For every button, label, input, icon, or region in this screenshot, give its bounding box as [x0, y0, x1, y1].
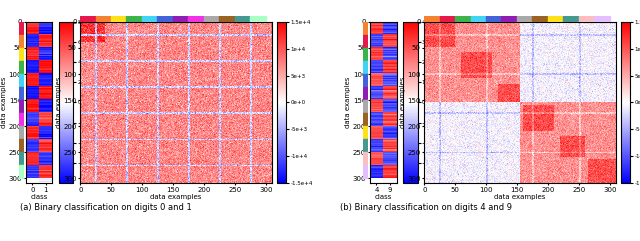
- Bar: [111, 16, 127, 22]
- Bar: [19, 100, 24, 113]
- Bar: [19, 152, 24, 165]
- Y-axis label: data examples: data examples: [56, 77, 61, 128]
- Text: (b) Binary classification on digits 4 and 9: (b) Binary classification on digits 4 an…: [340, 203, 511, 212]
- Bar: [19, 126, 24, 139]
- Bar: [364, 22, 369, 35]
- Bar: [19, 48, 24, 61]
- X-axis label: class: class: [30, 194, 48, 200]
- Bar: [424, 16, 440, 22]
- Bar: [563, 16, 579, 22]
- X-axis label: class: class: [374, 194, 392, 200]
- Bar: [364, 165, 369, 178]
- Bar: [235, 16, 250, 22]
- Y-axis label: data examples: data examples: [346, 77, 351, 128]
- Bar: [579, 16, 594, 22]
- Bar: [470, 16, 486, 22]
- X-axis label: data examples: data examples: [150, 194, 202, 200]
- Bar: [440, 16, 455, 22]
- Bar: [364, 126, 369, 139]
- Bar: [364, 74, 369, 87]
- Bar: [548, 16, 563, 22]
- Bar: [19, 139, 24, 152]
- Bar: [364, 113, 369, 126]
- Bar: [95, 16, 111, 22]
- Bar: [219, 16, 235, 22]
- Bar: [364, 152, 369, 165]
- Bar: [364, 35, 369, 48]
- Bar: [157, 16, 173, 22]
- Bar: [364, 139, 369, 152]
- Text: (a) Binary classification on digits 0 and 1: (a) Binary classification on digits 0 an…: [20, 203, 191, 212]
- Bar: [19, 113, 24, 126]
- X-axis label: data examples: data examples: [494, 194, 546, 200]
- Bar: [364, 48, 369, 61]
- Bar: [19, 35, 24, 48]
- Bar: [455, 16, 470, 22]
- Bar: [250, 16, 266, 22]
- Bar: [127, 16, 142, 22]
- Bar: [364, 61, 369, 74]
- Bar: [80, 16, 95, 22]
- Bar: [501, 16, 517, 22]
- Bar: [532, 16, 548, 22]
- Bar: [364, 87, 369, 100]
- Bar: [19, 74, 24, 87]
- Y-axis label: data examples: data examples: [1, 77, 7, 128]
- Bar: [204, 16, 219, 22]
- Bar: [594, 16, 610, 22]
- Bar: [173, 16, 188, 22]
- Bar: [19, 22, 24, 35]
- Bar: [142, 16, 157, 22]
- Bar: [364, 100, 369, 113]
- Bar: [486, 16, 501, 22]
- Bar: [19, 87, 24, 100]
- Bar: [188, 16, 204, 22]
- Bar: [19, 165, 24, 178]
- Bar: [19, 61, 24, 74]
- Bar: [517, 16, 532, 22]
- Y-axis label: data examples: data examples: [400, 77, 406, 128]
